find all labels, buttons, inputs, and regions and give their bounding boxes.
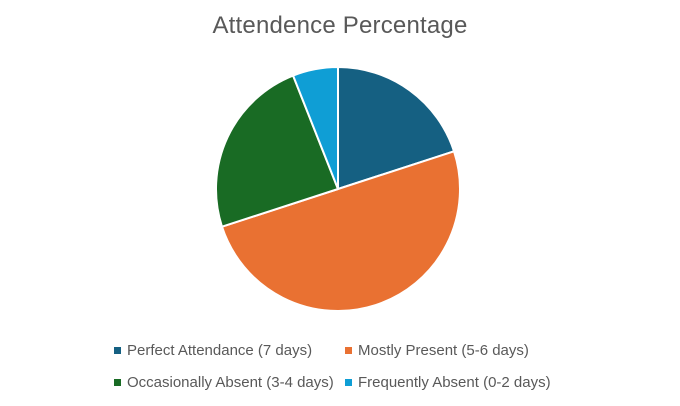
legend-label: Frequently Absent (0-2 days)	[358, 374, 551, 391]
legend-item-frequently-absent: Frequently Absent (0-2 days)	[345, 374, 551, 391]
legend-label: Perfect Attendance (7 days)	[127, 342, 313, 359]
pie-chart	[215, 66, 461, 312]
legend-swatch	[114, 347, 121, 354]
pie-slice-frequently-absent	[292, 66, 339, 190]
legend-label: Occasionally Absent (3-4 days)	[127, 374, 334, 391]
legend: Perfect Attendance (7 days) Mostly Prese…	[0, 338, 680, 398]
legend-item-mostly-present: Mostly Present (5-6 days)	[345, 342, 529, 359]
chart-title: Attendence Percentage	[212, 12, 468, 39]
pie-slice-perfect-attendance	[337, 66, 456, 190]
legend-label: Mostly Present (5-6 days)	[358, 342, 529, 359]
legend-swatch	[114, 379, 121, 386]
legend-item-perfect-attendance: Perfect Attendance (7 days)	[114, 342, 312, 359]
legend-item-occasionally-absent: Occasionally Absent (3-4 days)	[114, 374, 334, 391]
legend-swatch	[345, 379, 352, 386]
legend-swatch	[345, 347, 352, 354]
pie-slice-mostly-present	[220, 150, 461, 312]
